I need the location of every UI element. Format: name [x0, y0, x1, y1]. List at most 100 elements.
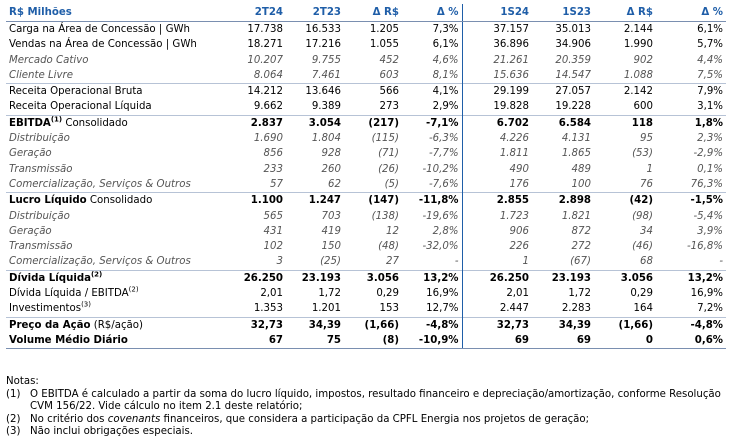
value-cell: (48): [378, 241, 399, 253]
value-cell: 273: [379, 101, 399, 113]
row-label: Dívida Líquida / EBITDA(2): [6, 286, 224, 301]
value-cell: 7,2%: [697, 303, 723, 315]
value-cell: 14.547: [555, 69, 591, 81]
value-cell: (42): [594, 192, 656, 209]
value-cell: 3.056: [344, 269, 402, 287]
row-receita-liquida: Receita Operacional Líquida 9.662 9.389 273…: [6, 99, 726, 116]
header-delta-pct-s: Δ %: [656, 4, 726, 22]
note-1-mark: (1): [6, 388, 21, 400]
value-cell: 431: [263, 225, 283, 237]
column-divider: [461, 208, 468, 224]
value-cell: 0,29: [630, 288, 653, 300]
row-label-suffix: Consolidado: [86, 195, 153, 207]
row-label-text: Carga na Área de Concessão | GWh: [9, 24, 191, 35]
value-cell: 176: [509, 178, 529, 190]
value-cell: 2,01: [506, 288, 529, 300]
column-divider: [461, 67, 468, 84]
row-label: Cliente Livre: [6, 68, 224, 84]
row-divida-ebitda: Dívida Líquida / EBITDA(2) 2,01 1,72 0,29 16…: [6, 286, 726, 302]
financial-table: R$ Milhões 2T24 2T23 Δ R$ Δ % 1S24 1S23 …: [6, 4, 726, 350]
value-cell: 0,29: [376, 288, 399, 300]
value-cell: 75: [286, 332, 344, 350]
value-cell: 603: [379, 69, 399, 81]
value-cell: 1.205: [344, 21, 402, 38]
value-cell: 16.533: [286, 21, 344, 38]
value-cell: 566: [344, 83, 402, 100]
value-cell: 8,1%: [432, 69, 459, 81]
row-label: Comercialização, Serviços & Outros: [6, 254, 224, 270]
value-cell: 68: [640, 256, 653, 268]
column-divider: [461, 223, 468, 240]
row-label-text: Comercialização, Serviços & Outros: [9, 256, 191, 268]
value-cell: 4.131: [561, 133, 591, 145]
value-cell: 17.216: [305, 39, 341, 51]
row-label: Carga na Área de Concessão | GWh: [6, 21, 224, 38]
value-cell: 19.828: [493, 101, 529, 113]
row-label-suffix: (R$/ação): [90, 319, 143, 331]
value-cell: 1: [522, 256, 529, 268]
value-cell: 17.738: [224, 21, 286, 38]
value-cell: (147): [344, 192, 402, 209]
value-cell: 4,6%: [432, 54, 459, 66]
value-cell: 906: [509, 225, 529, 237]
column-divider: [461, 99, 468, 116]
value-cell: 8.064: [253, 69, 283, 81]
value-cell: 3,1%: [697, 101, 723, 113]
row-label: Transmissão: [6, 162, 224, 177]
row-label: Volume Médio Diário: [6, 332, 224, 350]
value-cell: 9.389: [311, 101, 341, 113]
value-cell: 1.201: [311, 303, 341, 315]
value-cell: 13,2%: [402, 269, 462, 287]
row-label: Receita Operacional Líquida: [6, 99, 224, 115]
row-label-text: Comercialização, Serviços & Outros: [9, 178, 191, 190]
value-cell: 0: [594, 332, 656, 350]
value-cell: 10.207: [247, 54, 283, 66]
value-cell: 1.247: [286, 192, 344, 209]
value-cell: 76,3%: [690, 178, 723, 190]
column-divider: [461, 192, 468, 209]
row-preco-acao: Preço da Ação (R$/ação) 32,73 34,39 (1,66) -…: [6, 316, 726, 333]
value-cell: 2.283: [561, 303, 591, 315]
header-2t24: 2T24: [224, 4, 286, 22]
row-label-text: Dívida Líquida / EBITDA: [9, 288, 129, 300]
value-cell: 32,73: [468, 316, 532, 333]
value-cell: 150: [321, 241, 341, 253]
value-cell: 1.100: [224, 192, 286, 209]
row-vendas: Vendas na Área de Concessão | GWh 18.271 1…: [6, 37, 726, 53]
row-ebitda-distribuicao: Distribuição 1.690 1.804 (115) -6,3% 4.226 4.1…: [6, 131, 726, 147]
value-cell: 7,9%: [656, 83, 726, 100]
value-cell: 1.690: [253, 133, 283, 145]
value-cell: 32,73: [224, 316, 286, 333]
note-2: (2) No critério dos covenants financeiro…: [6, 414, 726, 427]
value-cell: 13,2%: [656, 269, 726, 287]
footnote-ref: (2): [128, 286, 139, 294]
value-cell: 0,1%: [697, 163, 723, 175]
header-2t23: 2T23: [286, 4, 344, 22]
value-cell: 34: [640, 225, 653, 237]
column-divider: [461, 114, 468, 132]
row-ebitda-comercializacao: Comercialização, Serviços & Outros 57 62 (5…: [6, 176, 726, 193]
value-cell: (217): [344, 114, 402, 132]
value-cell: 2.142: [594, 83, 656, 100]
column-divider: [461, 332, 468, 350]
value-cell: 2.447: [499, 303, 529, 315]
value-cell: 118: [594, 114, 656, 132]
value-cell: 600: [633, 101, 653, 113]
row-label: Receita Operacional Bruta: [6, 83, 224, 100]
value-cell: 419: [321, 225, 341, 237]
row-label-text: Investimentos: [9, 303, 82, 315]
value-cell: -5,4%: [693, 210, 723, 222]
header-1s24: 1S24: [468, 4, 532, 22]
row-lucro-liquido: Lucro Líquido Consolidado 1.100 1.247 (147)…: [6, 192, 726, 209]
value-cell: 100: [571, 178, 591, 190]
value-cell: 6.702: [468, 114, 532, 132]
column-divider: [461, 83, 468, 100]
value-cell: 18.271: [247, 39, 283, 51]
value-cell: (26): [378, 163, 399, 175]
value-cell: 902: [633, 54, 653, 66]
value-cell: -2,9%: [693, 148, 723, 160]
value-cell: 19.228: [555, 101, 591, 113]
value-cell: -4,8%: [402, 316, 462, 333]
note-2-text: No critério dos covenants financeiros, q…: [30, 414, 726, 427]
value-cell: 6.584: [532, 114, 594, 132]
